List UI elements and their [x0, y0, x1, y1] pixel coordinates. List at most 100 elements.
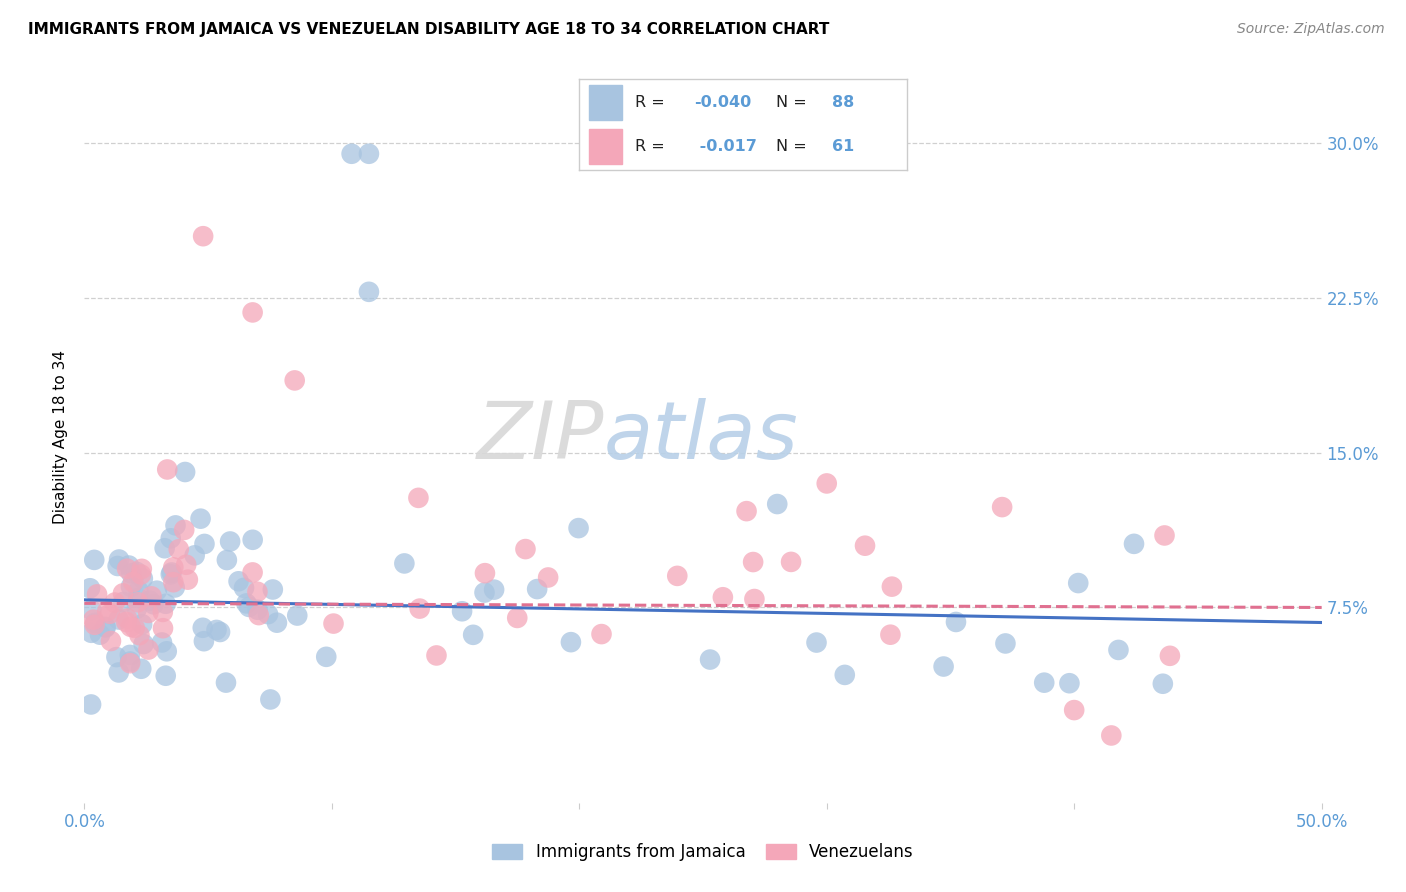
Point: [173, 523, 195, 537]
Point: [1033, 675, 1056, 690]
Point: [156, 462, 179, 476]
Point: [591, 627, 613, 641]
Point: [86, 587, 108, 601]
Text: ZIP: ZIP: [477, 398, 605, 476]
Point: [127, 591, 149, 605]
Point: [112, 595, 135, 609]
Point: [89, 628, 111, 642]
Point: [80, 625, 103, 640]
Point: [96, 604, 118, 618]
Point: [193, 537, 215, 551]
Point: [1107, 643, 1129, 657]
Point: [1159, 648, 1181, 663]
Point: [152, 621, 174, 635]
Point: [132, 572, 155, 586]
Point: [150, 635, 173, 649]
Point: [666, 569, 689, 583]
Point: [162, 575, 184, 590]
Point: [100, 634, 122, 648]
Point: [394, 557, 416, 571]
Point: [131, 562, 153, 576]
Point: [735, 504, 758, 518]
Point: [742, 555, 765, 569]
Point: [357, 146, 380, 161]
Point: [105, 650, 128, 665]
Point: [115, 562, 138, 576]
Point: [156, 644, 179, 658]
Point: [139, 593, 162, 607]
Point: [104, 596, 127, 610]
Point: [115, 611, 138, 625]
Point: [190, 511, 212, 525]
Point: [142, 597, 165, 611]
Point: [136, 606, 159, 620]
Point: [193, 634, 215, 648]
Point: [155, 669, 177, 683]
Point: [285, 608, 308, 623]
Point: [183, 549, 205, 563]
Legend: Immigrants from Jamaica, Venezuelans: Immigrants from Jamaica, Venezuelans: [486, 837, 920, 868]
Point: [120, 657, 142, 671]
Point: [165, 518, 187, 533]
Point: [160, 566, 183, 580]
Point: [111, 586, 134, 600]
Point: [474, 566, 496, 581]
Point: [209, 625, 232, 640]
Point: [266, 615, 288, 630]
Point: [1059, 676, 1081, 690]
Point: [125, 601, 148, 615]
Point: [115, 615, 138, 629]
Point: [744, 592, 766, 607]
Point: [159, 531, 181, 545]
Point: [257, 607, 280, 621]
Point: [107, 665, 129, 680]
Point: [711, 591, 734, 605]
Point: [131, 617, 153, 632]
Point: [242, 305, 264, 319]
Point: [120, 655, 142, 669]
Point: [246, 584, 269, 599]
Point: [357, 285, 380, 299]
Point: [242, 566, 264, 580]
Point: [235, 596, 257, 610]
Point: [408, 601, 430, 615]
Point: [84, 615, 107, 630]
Point: [537, 570, 560, 584]
Point: [107, 613, 129, 627]
Text: IMMIGRANTS FROM JAMAICA VS VENEZUELAN DISABILITY AGE 18 TO 34 CORRELATION CHART: IMMIGRANTS FROM JAMAICA VS VENEZUELAN DI…: [28, 22, 830, 37]
Point: [567, 521, 589, 535]
Point: [177, 573, 200, 587]
Point: [322, 616, 344, 631]
Point: [451, 604, 474, 618]
Point: [174, 465, 197, 479]
Point: [233, 581, 256, 595]
Point: [515, 542, 537, 557]
Point: [155, 597, 177, 611]
Point: [766, 497, 789, 511]
Point: [262, 582, 284, 597]
Point: [80, 603, 103, 617]
Point: [463, 628, 485, 642]
Point: [242, 533, 264, 547]
Point: [247, 608, 270, 623]
Point: [174, 558, 197, 572]
Point: [780, 555, 803, 569]
Point: [215, 553, 238, 567]
Point: [425, 648, 447, 663]
Point: [127, 595, 149, 609]
Point: [120, 620, 142, 634]
Text: Source: ZipAtlas.com: Source: ZipAtlas.com: [1237, 22, 1385, 37]
Point: [1099, 729, 1122, 743]
Point: [94, 620, 117, 634]
Point: [83, 617, 105, 632]
Point: [118, 648, 141, 662]
Point: [107, 559, 129, 574]
Point: [815, 476, 838, 491]
Point: [506, 611, 529, 625]
Point: [215, 675, 238, 690]
Point: [128, 628, 150, 642]
Point: [98, 607, 121, 621]
Text: atlas: atlas: [605, 398, 799, 476]
Point: [80, 698, 103, 712]
Point: [219, 534, 242, 549]
